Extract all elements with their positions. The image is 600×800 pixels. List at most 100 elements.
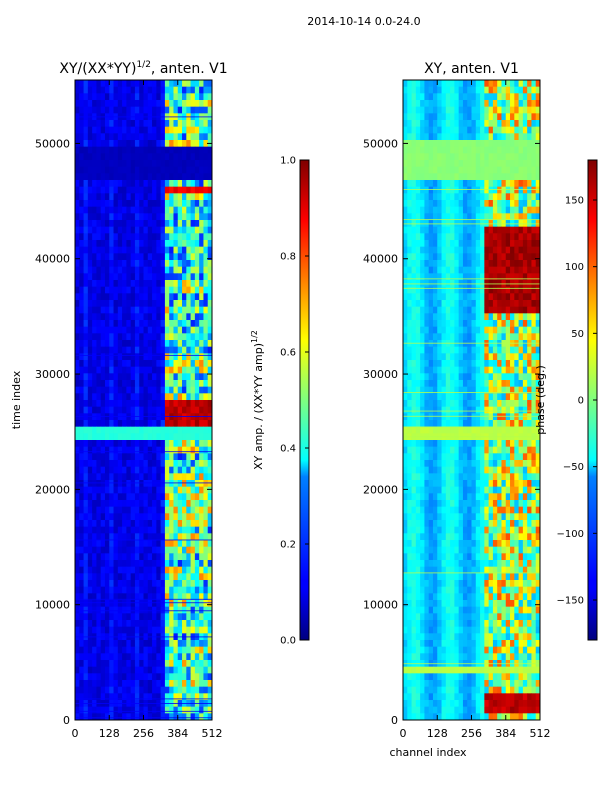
heatmap-cell [139,580,144,588]
heatmap-cell [480,426,485,434]
heatmap-cell [441,400,447,408]
heatmap-cell [177,286,183,294]
heatmap-cell [87,420,93,428]
heatmap-cell [104,713,110,720]
heatmap-cell [207,260,212,268]
heatmap-cell [92,100,97,108]
heatmap-cell [92,626,97,634]
heatmap-cell [100,526,106,534]
heatmap-cell [432,306,438,314]
heatmap-cell [501,173,507,181]
heatmap-cell [83,420,89,428]
heatmap-cell [113,680,119,688]
heatmap-cell [130,193,136,201]
heatmap-cell [182,153,187,161]
heatmap-cell [458,446,464,454]
heatmap-cell [514,93,519,101]
heatmap-cell [207,246,212,254]
heatmap-cell [420,266,425,274]
heatmap-cell [96,520,102,528]
heatmap-cell [190,153,196,161]
heatmap-cell [156,386,162,394]
heatmap-cell [147,500,153,508]
heatmap-cell [160,160,166,168]
heatmap-cell [96,646,102,654]
heatmap-cell [535,366,540,374]
heatmap-cell [126,566,132,574]
heatmap-cell [87,246,93,254]
heatmap-cell [130,246,136,254]
heatmap-cell [458,160,464,168]
heatmap-cell [79,133,84,141]
heatmap-cell [152,166,157,174]
left-colorbar-tick-label: 0.8 [280,252,296,263]
heatmap-cell [194,606,200,614]
heatmap-cell [75,573,80,581]
heatmap-cell [514,213,519,221]
heatmap-cell [79,280,84,288]
heatmap-cell [484,266,490,274]
heatmap-cell [424,180,430,188]
heatmap-cell [411,400,417,408]
heatmap-cell [169,713,174,720]
heatmap-cell [164,293,170,301]
heatmap-cell [411,206,417,214]
heatmap-cell [432,173,438,181]
heatmap-cell [75,586,80,594]
heatmap-cell [497,173,502,181]
heatmap-cell [113,613,119,621]
heatmap-cell [480,360,485,368]
heatmap-cell [186,706,191,714]
heatmap-cell [510,460,515,468]
heatmap-cell [467,226,472,234]
heatmap-cell [169,173,174,181]
heatmap-cell [122,673,127,681]
heatmap-cell [450,333,455,341]
heatmap-cell [194,580,200,588]
heatmap-cell [488,153,494,161]
heatmap-cell [203,466,209,474]
heatmap-cell [467,333,472,341]
heatmap-cell [458,140,464,148]
heatmap-cell [126,280,132,288]
heatmap-cell [420,133,425,141]
heatmap-cell [109,540,114,548]
heatmap-cell [96,693,102,701]
heatmap-cell [411,246,417,254]
heatmap-cell [87,426,93,434]
heatmap-cell [109,640,114,648]
heatmap-cell [190,206,196,214]
heatmap-cell [424,460,430,468]
heatmap-cell [424,100,430,108]
heatmap-cell [475,133,481,141]
heatmap-cell [79,680,84,688]
heatmap-cell [450,300,455,308]
heatmap-cell [177,706,183,714]
heatmap-cell [96,213,102,221]
heatmap-cell [203,186,209,194]
heatmap-cell [117,246,123,254]
heatmap-cell [109,373,114,381]
heatmap-cell [492,186,498,194]
heatmap-cell [173,106,179,114]
heatmap-cell [518,100,524,108]
heatmap-cell [134,353,140,361]
heatmap-cell [100,560,106,568]
heatmap-cell [104,266,110,274]
heatmap-cell [117,593,123,601]
heatmap-cell [96,493,102,501]
heatmap-cell [92,86,97,94]
heatmap-cell [113,420,119,428]
heatmap-cell [407,380,412,388]
heatmap-cell [407,326,412,334]
heatmap-cell [104,693,110,701]
heatmap-cell [83,660,89,668]
heatmap-cell [437,393,442,401]
heatmap-cell [177,80,183,88]
heatmap-cell [458,273,464,281]
heatmap-cell [92,386,97,394]
heatmap-cell [117,666,123,674]
heatmap-cell [199,166,204,174]
heatmap-cell [194,320,200,328]
heatmap-cell [169,220,174,228]
